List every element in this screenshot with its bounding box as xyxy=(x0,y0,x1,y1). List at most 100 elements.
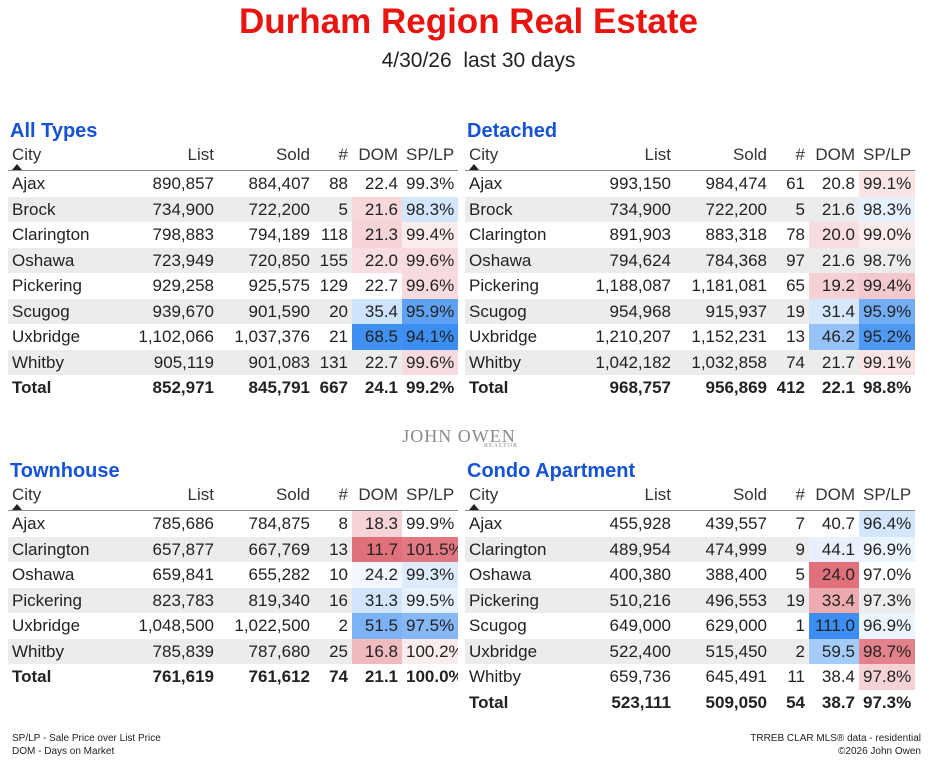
cell-list: 649,000 xyxy=(609,616,671,635)
table-row: Scugog 939,670 901,590 20 35.4 95.9% xyxy=(8,298,458,324)
cell-dom: 68.5 xyxy=(352,324,402,350)
cell-dom: 21.6 xyxy=(352,196,402,222)
footer-splp-note: SP/LP - Sale Price over List Price xyxy=(12,733,161,744)
cell-count: 9 xyxy=(771,536,809,562)
cell-dom: 22.7 xyxy=(352,349,402,375)
cell-splp: 97.3% xyxy=(859,689,915,715)
cell-list: 890,857 xyxy=(152,174,214,193)
cell-count: 54 xyxy=(771,689,809,715)
cell-list: 1,188,087 xyxy=(595,276,671,295)
column-header-list[interactable]: List xyxy=(187,485,214,504)
cell-sold: 956,869 xyxy=(675,375,771,401)
page-subtitle: 4/30/26 last 30 days xyxy=(381,49,576,72)
cell-count: 88 xyxy=(329,174,348,193)
column-header-label: City xyxy=(469,145,499,164)
sort-ascending-icon[interactable] xyxy=(469,164,479,170)
column-header-splp[interactable]: SP/LP xyxy=(406,145,455,164)
cell-city: Whitby xyxy=(469,667,521,686)
cell-city: Total xyxy=(8,375,122,401)
cell-count: 19 xyxy=(771,298,809,324)
cell-splp: 94.1% xyxy=(402,324,458,350)
cell-count: 10 xyxy=(329,565,348,584)
cell-sold: 794,189 xyxy=(248,225,310,244)
column-header-list[interactable]: List xyxy=(187,145,214,164)
column-header-list[interactable]: List xyxy=(644,145,671,164)
column-header-sold[interactable]: Sold xyxy=(732,485,767,504)
table-row: Brock 734,900 722,200 5 21.6 98.3% xyxy=(465,196,915,222)
cell-list: 954,968 xyxy=(579,298,675,324)
cell-sold: 787,680 xyxy=(218,638,314,664)
cell-count: 5 xyxy=(771,196,809,222)
cell-city: Pickering xyxy=(8,587,122,613)
total-row: Total 523,111 509,050 54 38.7 97.3% xyxy=(465,689,915,715)
cell-splp: 100.0% xyxy=(402,664,458,690)
cell-dom: 21.7 xyxy=(809,349,859,375)
column-header-city[interactable]: City xyxy=(465,144,579,171)
cell-dom: 24.1 xyxy=(352,375,402,401)
column-header-dom[interactable]: DOM xyxy=(358,485,398,504)
cell-count: 74 xyxy=(314,664,352,690)
sort-ascending-icon[interactable] xyxy=(12,164,22,170)
cell-dom: 11.7 xyxy=(352,536,402,562)
cell-city: Whitby xyxy=(465,349,579,375)
cell-sold: 845,791 xyxy=(218,375,314,401)
footer-data-source: TRREB CLAR MLS® data - residential xyxy=(750,733,921,744)
cell-sold: 784,875 xyxy=(248,514,310,533)
cell-dom: 20.0 xyxy=(809,222,859,248)
cell-city: Brock xyxy=(465,196,579,222)
cell-count: 65 xyxy=(786,276,805,295)
cell-splp: 100.2% xyxy=(402,638,458,664)
cell-city: Pickering xyxy=(465,587,579,613)
cell-dom: 22.4 xyxy=(364,174,398,193)
cell-sold: 883,318 xyxy=(705,225,767,244)
column-header-count[interactable]: # xyxy=(795,145,805,164)
cell-count: 5 xyxy=(314,196,352,222)
sort-ascending-icon[interactable] xyxy=(12,504,22,510)
column-header-sold[interactable]: Sold xyxy=(275,145,310,164)
cell-dom: 111.0 xyxy=(809,613,859,639)
cell-sold: 515,450 xyxy=(675,638,771,664)
column-header-city[interactable]: City xyxy=(8,144,122,171)
cell-list: 891,903 xyxy=(609,225,671,244)
cell-sold: 925,575 xyxy=(248,276,310,295)
cell-list: 400,380 xyxy=(609,565,671,584)
column-header-city[interactable]: City xyxy=(465,484,579,511)
cell-city: Scugog xyxy=(469,616,527,635)
column-header-count[interactable]: # xyxy=(795,485,805,504)
column-header-list[interactable]: List xyxy=(644,485,671,504)
cell-city: Oshawa xyxy=(8,247,122,273)
column-header-city[interactable]: City xyxy=(8,484,122,511)
sort-ascending-icon[interactable] xyxy=(469,504,479,510)
cell-count: 13 xyxy=(786,327,805,346)
column-header-count[interactable]: # xyxy=(338,485,348,504)
column-header-dom[interactable]: DOM xyxy=(815,485,855,504)
cell-sold: 722,200 xyxy=(675,196,771,222)
cell-sold: 984,474 xyxy=(705,174,767,193)
cell-count: 11 xyxy=(787,667,805,686)
column-header-dom[interactable]: DOM xyxy=(358,145,398,164)
column-header-splp[interactable]: SP/LP xyxy=(863,485,912,504)
column-header-dom[interactable]: DOM xyxy=(815,145,855,164)
cell-dom: 18.3 xyxy=(352,510,402,537)
cell-count: 16 xyxy=(314,587,352,613)
column-header-sold[interactable]: Sold xyxy=(732,145,767,164)
cell-sold: 761,612 xyxy=(218,664,314,690)
cell-dom: 19.2 xyxy=(809,273,859,299)
cell-list: 852,971 xyxy=(122,375,218,401)
column-header-sold[interactable]: Sold xyxy=(275,485,310,504)
cell-list: 785,686 xyxy=(152,514,214,533)
cell-dom: 22.0 xyxy=(352,247,402,273)
column-header-splp[interactable]: SP/LP xyxy=(406,485,455,504)
column-header-splp[interactable]: SP/LP xyxy=(863,145,912,164)
panel-townhouse: Townhouse City List Sold # DOM SP/LP Ajax 785,68… xyxy=(8,458,458,690)
cell-city: Ajax xyxy=(469,514,503,533)
cell-count: 129 xyxy=(319,276,348,295)
cell-city: Oshawa xyxy=(12,565,75,584)
column-header-count[interactable]: # xyxy=(338,145,348,164)
cell-dom: 20.8 xyxy=(821,174,855,193)
cell-sold: 1,022,500 xyxy=(234,616,310,635)
cell-splp: 96.4% xyxy=(859,510,915,537)
cell-dom: 21.1 xyxy=(352,664,402,690)
stats-table: City List Sold # DOM SP/LP Ajax 890,857 884,407 8… xyxy=(8,144,458,401)
cell-dom: 22.1 xyxy=(809,375,859,401)
